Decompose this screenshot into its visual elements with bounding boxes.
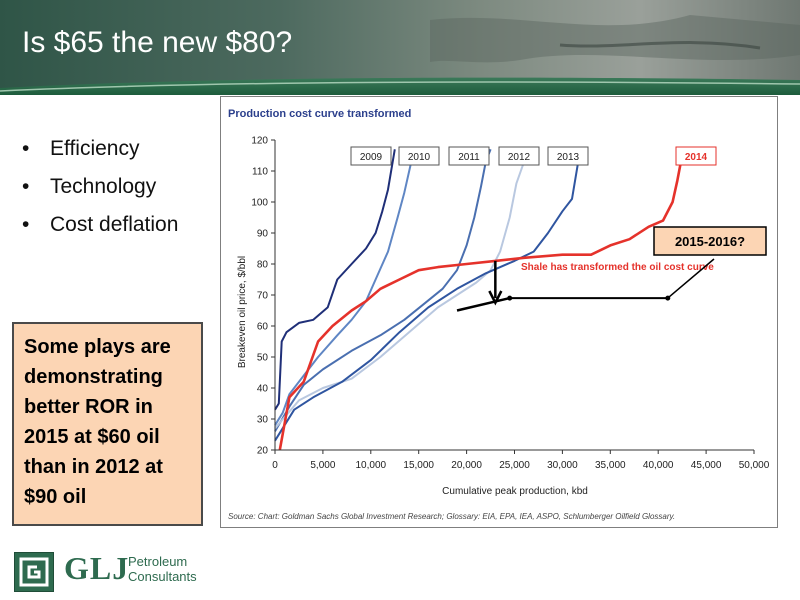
future-callout-box — [653, 226, 767, 256]
series-line-2010 — [274, 148, 422, 426]
bullet-dot-icon: • — [22, 213, 30, 236]
x-tick-label: 15,000 — [403, 460, 434, 471]
logo-subtitle-line: Consultants — [128, 569, 197, 584]
chart-title: Production cost curve transformed — [228, 108, 411, 120]
chart-source: Source: Chart: Goldman Sachs Global Inve… — [228, 512, 675, 521]
legend-box-2014 — [675, 146, 717, 166]
y-tick-label: 60 — [257, 322, 269, 333]
legend-box-2013 — [547, 146, 589, 166]
x-tick-label: 40,000 — [643, 460, 674, 471]
series-line-2014 — [278, 155, 684, 451]
future-callout-label: 2015-2016? — [675, 234, 745, 249]
legend-label-2010: 2010 — [408, 152, 431, 163]
y-tick-label: 70 — [257, 291, 269, 302]
y-tick-label: 110 — [252, 167, 268, 178]
series-line-2013 — [274, 149, 583, 442]
y-tick-label: 40 — [257, 384, 269, 395]
y-tick-label: 120 — [251, 136, 268, 147]
bullet-item: • Cost deflation — [22, 209, 178, 247]
y-tick-label: 90 — [257, 229, 269, 240]
bullet-dot-icon: • — [22, 175, 30, 198]
legend-box-2011 — [448, 146, 490, 166]
y-axis-label: Breakeven oil price, $/bbl — [237, 256, 248, 368]
bullet-label: Cost deflation — [50, 213, 179, 236]
x-tick-label: 50,000 — [739, 460, 770, 471]
y-tick-label: 50 — [257, 353, 269, 364]
bullet-dot-icon: • — [22, 137, 30, 160]
leader-line — [667, 258, 715, 299]
legend-label-2011: 2011 — [458, 152, 480, 163]
y-tick-label: 100 — [251, 198, 268, 209]
callout-box: Some plays are demonstrating better ROR … — [12, 322, 203, 526]
x-tick-label: 25,000 — [499, 460, 530, 471]
y-tick-label: 30 — [257, 415, 269, 426]
legend-label-2009: 2009 — [360, 152, 383, 163]
y-tick-label: 80 — [257, 260, 269, 271]
slide-title: Is $65 the new $80? — [22, 26, 293, 59]
cost-curve-chart: Production cost curve transformed 20 30 40… — [228, 108, 770, 521]
legend-label-2012: 2012 — [508, 152, 531, 163]
bullet-label: Technology — [50, 175, 157, 198]
x-tick-label: 0 — [272, 460, 278, 471]
x-axis-label: Cumulative peak production, kbd — [442, 486, 588, 497]
series-line-2012 — [274, 148, 530, 429]
series-line-2009 — [274, 149, 396, 411]
bullet-list: • Efficiency • Technology • Cost deflation — [22, 133, 178, 247]
title-banner — [0, 0, 800, 95]
callout-text: Some plays are demonstrating better ROR … — [24, 336, 171, 508]
legend-box-2009 — [350, 146, 392, 166]
x-tick-label: 35,000 — [595, 460, 626, 471]
projection-point — [507, 295, 513, 301]
bullet-item: • Efficiency — [22, 133, 178, 171]
legend-label-2013: 2013 — [557, 152, 580, 163]
logo-subtitle: Petroleum Consultants — [128, 554, 197, 584]
projection-line — [456, 296, 510, 312]
bullet-label: Efficiency — [50, 137, 140, 160]
x-tick-label: 45,000 — [691, 460, 722, 471]
legend-box-2012 — [498, 146, 540, 166]
logo-mark-icon — [14, 552, 54, 592]
logo-subtitle-line: Petroleum — [128, 554, 188, 569]
x-tick-label: 30,000 — [547, 460, 578, 471]
x-tick-label: 5,000 — [310, 460, 335, 471]
legend-label-2014: 2014 — [685, 152, 708, 163]
y-tick-label: 20 — [257, 446, 269, 457]
bullet-item: • Technology — [22, 171, 178, 209]
company-logo: GLJ Petroleum Consultants — [8, 548, 248, 594]
shale-annotation: Shale has transformed the oil cost curve — [521, 262, 714, 273]
x-tick-label: 10,000 — [356, 460, 387, 471]
legend-box-2010 — [398, 146, 440, 166]
logo-wordmark: GLJ — [64, 550, 130, 586]
series-line-2011 — [274, 148, 492, 432]
x-tick-label: 20,000 — [451, 460, 482, 471]
chart-frame: Production cost curve transformed 20 30 40… — [220, 96, 778, 528]
